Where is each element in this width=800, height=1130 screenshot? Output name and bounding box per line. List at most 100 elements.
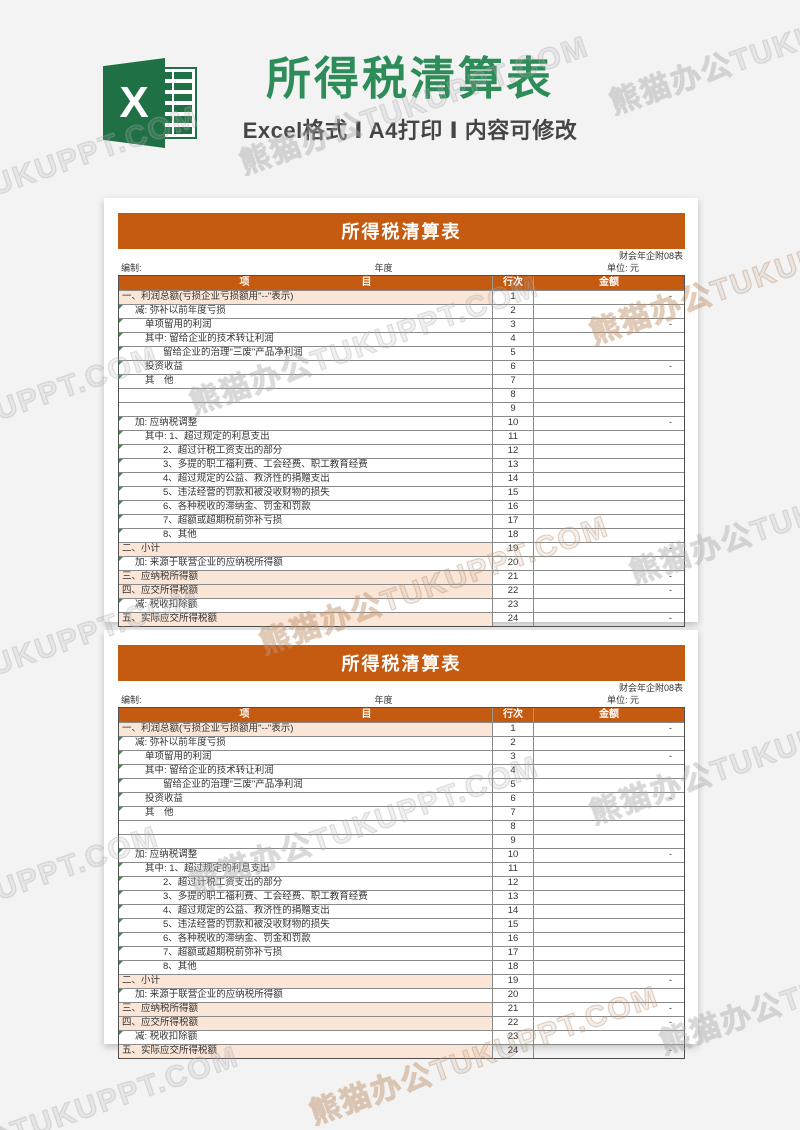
item-cell <box>119 389 493 402</box>
amount-cell <box>534 557 684 570</box>
amount-cell <box>534 933 684 946</box>
line-number-cell: 9 <box>493 835 534 848</box>
line-number-cell: 22 <box>493 585 534 598</box>
line-number-cell: 4 <box>493 765 534 778</box>
item-cell: 其中: 留给企业的技术转让利润 <box>119 333 493 346</box>
line-number-cell: 21 <box>493 571 534 584</box>
sheet-title-band: 所得税清算表 <box>118 213 685 249</box>
amount-cell <box>534 737 684 750</box>
amount-cell: - <box>668 849 672 860</box>
item-cell: 投资收益 <box>119 361 493 374</box>
amount-cell <box>534 599 684 612</box>
column-header-line: 行次 <box>493 708 534 722</box>
line-number-cell: 20 <box>493 989 534 1002</box>
table-row: 减: 弥补以前年度亏损 2 <box>119 736 684 750</box>
table-row: 9 <box>119 834 684 848</box>
unit-label: 单位: 元 <box>606 695 639 705</box>
line-number-cell: 16 <box>493 933 534 946</box>
amount-cell <box>534 487 684 500</box>
table-row: 3、多提的职工福利费、工会经费、职工教育经费 13 <box>119 458 684 472</box>
table-row: 留给企业的治理"三废"产品净利润 5 <box>119 778 684 792</box>
line-number-cell: 17 <box>493 947 534 960</box>
amount-cell: - <box>668 543 672 554</box>
line-number-cell: 2 <box>493 737 534 750</box>
line-number-cell: 2 <box>493 305 534 318</box>
excel-x-letter: X <box>119 78 149 127</box>
line-number-cell: 1 <box>493 723 534 736</box>
item-cell: 其中: 1、超过规定的利息支出 <box>119 863 493 876</box>
line-number-cell: 13 <box>493 459 534 472</box>
amount-cell: - <box>668 1017 672 1028</box>
table-row: 加: 来源于联营企业的应纳税所得额 20 <box>119 556 684 570</box>
line-number-cell: 12 <box>493 877 534 890</box>
amount-cell: - <box>668 751 672 762</box>
line-number-cell: 15 <box>493 487 534 500</box>
line-number-cell: 19 <box>493 975 534 988</box>
amount-cell <box>534 989 684 1002</box>
item-cell: 二、小计 <box>119 543 493 556</box>
line-number-cell: 10 <box>493 849 534 862</box>
tax-table: 项 目 行次 金额 一、利润总额(亏损企业亏损额用"--"表示) 1- 减: 弥补以… <box>118 275 685 627</box>
hero-header: X 所得税清算表 Excel格式 Ⅰ A4打印 Ⅰ 内容可修改 <box>0 0 800 198</box>
item-cell: 四、应交所得税额 <box>119 1017 493 1030</box>
table-header-row: 项 目 行次 金额 <box>119 276 684 290</box>
item-cell: 加: 来源于联营企业的应纳税所得额 <box>119 989 493 1002</box>
table-row: 二、小计 19 - <box>119 542 684 556</box>
amount-cell <box>534 529 684 542</box>
amount-cell <box>534 501 684 514</box>
line-number-cell: 9 <box>493 403 534 416</box>
amount-cell <box>534 821 684 834</box>
table-row: 留给企业的治理"三废"产品净利润 5 <box>119 346 684 360</box>
column-header-line: 行次 <box>493 276 534 290</box>
line-number-cell: 19 <box>493 543 534 556</box>
line-number-cell: 11 <box>493 863 534 876</box>
line-number-cell: 18 <box>493 961 534 974</box>
table-row: 减: 税收扣除额 23 <box>119 598 684 612</box>
table-row: 其中: 1、超过规定的利息支出 11 <box>119 430 684 444</box>
line-number-cell: 23 <box>493 599 534 612</box>
line-number-cell: 18 <box>493 529 534 542</box>
line-number-cell: 13 <box>493 891 534 904</box>
amount-cell <box>534 515 684 528</box>
table-row: 加: 应纳税调整 10 - <box>119 848 684 862</box>
amount-cell <box>534 431 684 444</box>
table-row: 8、其他 18 <box>119 528 684 542</box>
amount-cell <box>534 305 684 318</box>
amount-cell <box>534 1031 684 1044</box>
line-number-cell: 4 <box>493 333 534 346</box>
item-cell: 其 他 <box>119 375 493 388</box>
table-row: 四、应交所得税额 22 - <box>119 584 684 598</box>
item-cell: 6、各种税收的滞纳金、罚金和罚款 <box>119 501 493 514</box>
item-cell <box>119 403 493 416</box>
prepared-label: 编制: <box>121 695 142 705</box>
line-number-cell: 16 <box>493 501 534 514</box>
table-body: 一、利润总额(亏损企业亏损额用"--"表示) 1- 减: 弥补以前年度亏损 2 单项留用… <box>119 722 684 1058</box>
column-header-amount: 金额 <box>599 277 619 288</box>
item-cell: 7、超额或超期税前弥补亏损 <box>119 515 493 528</box>
table-row: 6、各种税收的滞纳金、罚金和罚款 16 <box>119 932 684 946</box>
amount-cell: - <box>668 319 672 330</box>
amount-cell <box>534 863 684 876</box>
line-number-cell: 17 <box>493 515 534 528</box>
amount-cell <box>534 891 684 904</box>
table-row: 7、超额或超期税前弥补亏损 17 <box>119 514 684 528</box>
table-row: 3、多提的职工福利费、工会经费、职工教育经费 13 <box>119 890 684 904</box>
sheet-meta-row: 编制: 年度 单位: 元 <box>118 694 685 707</box>
line-number-cell: 22 <box>493 1017 534 1030</box>
item-cell <box>119 835 493 848</box>
table-row: 6、各种税收的滞纳金、罚金和罚款 16 <box>119 500 684 514</box>
table-row: 二、小计 19 - <box>119 974 684 988</box>
table-row: 5、违法经营的罚款和被没收财物的损失 15 <box>119 918 684 932</box>
item-cell: 一、利润总额(亏损企业亏损额用"--"表示) <box>119 291 493 304</box>
sheet-meta-row: 编制: 年度 单位: 元 <box>118 262 685 275</box>
sheet-title-band: 所得税清算表 <box>118 645 685 681</box>
line-number-cell: 21 <box>493 1003 534 1016</box>
table-row: 加: 来源于联营企业的应纳税所得额 20 <box>119 988 684 1002</box>
item-cell: 7、超额或超期税前弥补亏损 <box>119 947 493 960</box>
line-number-cell: 6 <box>493 361 534 374</box>
line-number-cell: 8 <box>493 821 534 834</box>
item-cell: 8、其他 <box>119 961 493 974</box>
amount-cell: - <box>668 291 672 302</box>
item-cell: 加: 应纳税调整 <box>119 417 493 430</box>
